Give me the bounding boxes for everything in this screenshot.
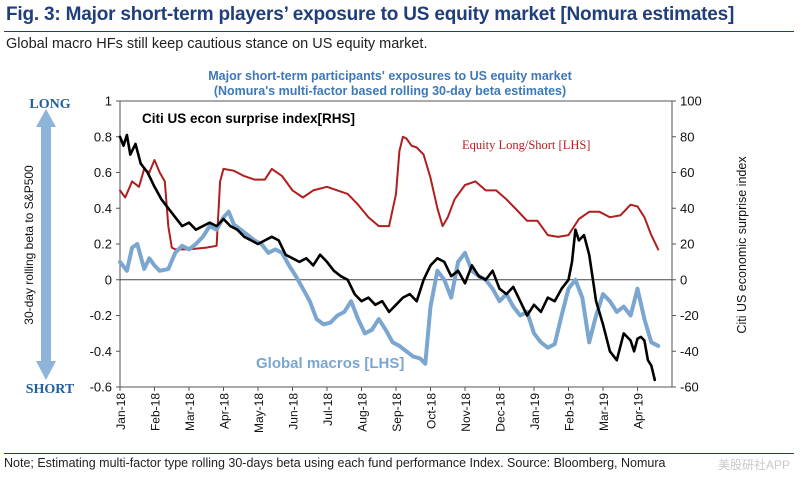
left-tick-label: -0.2: [90, 308, 112, 323]
title-divider: [4, 31, 794, 32]
x-tick-label: Nov-18: [459, 393, 473, 432]
left-tick-label: 0: [105, 272, 112, 287]
left-tick-label: 0.8: [94, 129, 112, 144]
x-tick-label: Mar-19: [597, 393, 611, 431]
left-tick-label: 0.4: [94, 201, 112, 216]
left-tick-label: -0.4: [90, 344, 112, 359]
x-tick-label: Sep-18: [390, 393, 404, 432]
equity-long-short-line: [119, 135, 660, 251]
left-tick-label: 0.6: [94, 165, 112, 180]
footer-divider: [4, 453, 794, 454]
x-tick-label: May-18: [252, 393, 266, 433]
right-tick-label: 80: [680, 129, 694, 144]
right-tick-label: -40: [680, 344, 699, 359]
figure-subtitle: Global macro HFs still keep cautious sta…: [6, 36, 428, 52]
left-tick-label: 0.2: [94, 237, 112, 252]
x-tick-label: Jul-18: [321, 393, 335, 426]
x-tick-label: Feb-19: [563, 393, 577, 431]
x-tick-label: Jan-19: [528, 393, 542, 430]
long-short-arrow: [36, 109, 56, 380]
left-tick-label: 1: [105, 94, 112, 109]
right-tick-label: -20: [680, 308, 699, 323]
left-axis-ticks: 1 0.8 0.6 0.4 0.2 0 -0.2 -0.4 -0.6: [90, 94, 672, 395]
x-tick-label: Mar-18: [183, 393, 197, 431]
right-tick-label: 0: [680, 272, 687, 287]
x-tick-label: Aug-18: [356, 393, 370, 432]
x-tick-label: Dec-18: [494, 393, 508, 432]
citi-surprise-line: [118, 133, 657, 382]
citi-series-label: Citi US econ surprise index[RHS]: [142, 111, 355, 126]
watermark: 美股研社APP: [717, 458, 790, 472]
x-axis-ticks: Jan-18 Feb-18 Mar-18 Apr-18 May-18 Jun-18 Jul-…: [114, 387, 646, 433]
x-tick-label: Feb-18: [149, 393, 163, 431]
y-axis-label-left: 30-day rolling beta to S&P500: [22, 165, 36, 325]
chart-title: Major short-term participants' exposures…: [208, 69, 572, 83]
global-macros-line: [118, 209, 661, 366]
right-tick-label: 20: [680, 237, 694, 252]
series-lines: [118, 133, 661, 382]
equity-series-label: Equity Long/Short [LHS]: [462, 138, 590, 152]
left-tick-label: -0.6: [90, 380, 112, 395]
x-tick-label: Apr-19: [632, 393, 646, 429]
chart-subtitle: (Nomura's multi-factor based rolling 30-…: [214, 84, 566, 98]
right-axis-ticks: 100 80 60 40 20 0 -20 -40 -60: [672, 94, 702, 395]
right-tick-label: 100: [680, 94, 702, 109]
x-tick-label: Jan-18: [114, 393, 128, 430]
long-label: LONG: [29, 97, 70, 112]
source-note: Note; Estimating multi-factor type rolli…: [4, 456, 666, 470]
x-tick-label: Oct-18: [425, 393, 439, 429]
y-axis-label-right: Citi US economic surprise index: [735, 156, 749, 334]
short-label: SHORT: [26, 382, 75, 397]
x-tick-label: Apr-18: [218, 393, 232, 429]
macro-series-label: Global macros [LHS]: [256, 355, 404, 372]
figure-title: Fig. 3: Major short-term players’ exposu…: [6, 4, 735, 25]
right-tick-label: -60: [680, 380, 699, 395]
right-tick-label: 40: [680, 201, 694, 216]
x-tick-label: Jun-18: [287, 393, 301, 430]
right-tick-label: 60: [680, 165, 694, 180]
